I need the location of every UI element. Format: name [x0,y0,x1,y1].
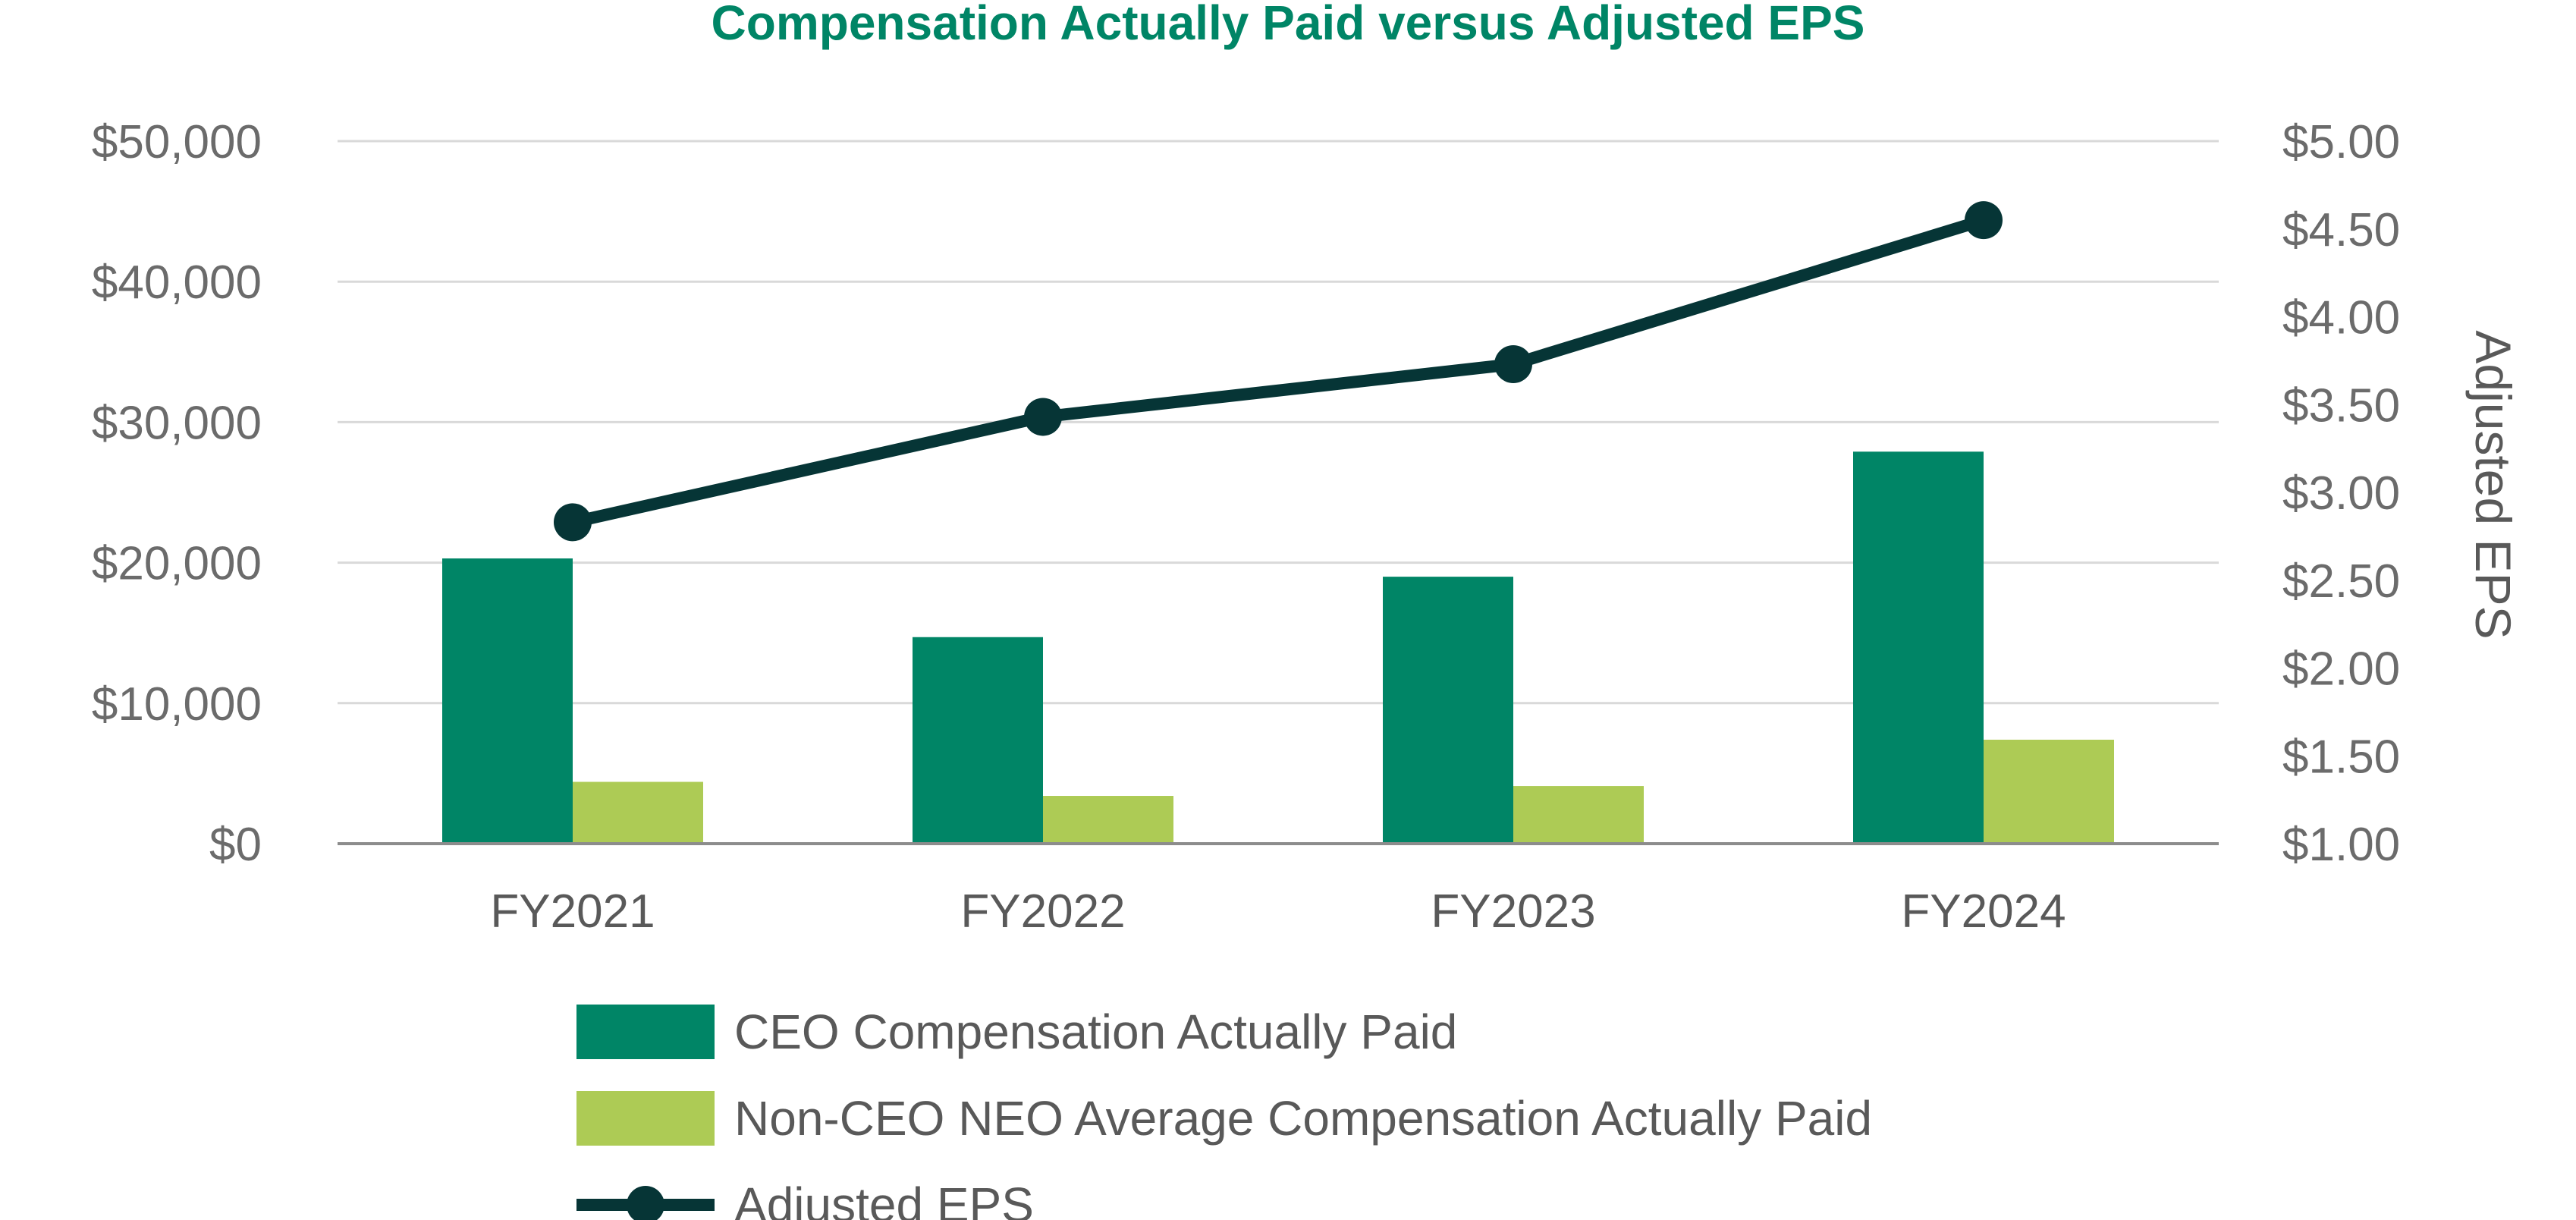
chart-title: Compensation Actually Paid versus Adjust… [712,0,1865,50]
legend-label: CEO Compensation Actually Paid [734,1005,1457,1059]
left-tick-label: $30,000 [92,397,262,449]
right-tick-label: $1.50 [2282,731,2400,783]
legend-swatch [576,1091,715,1146]
right-tick-label: $4.50 [2282,204,2400,256]
right-tick-label: $4.00 [2282,292,2400,344]
ceo-bar [913,637,1043,844]
eps-point [1965,201,2003,240]
ceo-bar [1383,577,1513,844]
legend-label: Adjusted EPS [734,1178,1034,1220]
left-tick-label: $50,000 [92,116,262,168]
eps-line [571,214,1986,529]
left-tick-label: $20,000 [92,538,262,590]
category-label: FY2022 [960,885,1125,938]
ceo-bar [442,558,573,844]
neo-bar [1043,796,1173,844]
category-label: FY2024 [1901,885,2066,938]
ceo-bar [1853,451,1984,844]
left-axis-ticks: $0 $10,000 $20,000 $30,000 $40,000 $50,000 [92,116,262,871]
left-tick-label: $10,000 [92,678,262,731]
right-tick-label: $2.50 [2282,555,2400,608]
legend-label: Non-CEO NEO Average Compensation Actuall… [734,1091,1872,1146]
neo-bar [1984,739,2114,844]
right-tick-label: $5.00 [2282,116,2400,168]
eps-series [554,201,2003,542]
left-tick-label: $0 [209,819,262,871]
bars [442,451,2114,844]
right-axis-title: Adjusted EPS [2465,330,2521,639]
category-label: FY2021 [490,885,655,938]
right-tick-label: $1.00 [2282,819,2400,871]
category-labels: FY2021 FY2022 FY2023 FY2024 [490,885,2066,938]
left-tick-label: $40,000 [92,256,262,309]
right-tick-label: $3.00 [2282,467,2400,520]
neo-bar [573,781,703,844]
legend: CEO Compensation Actually Paid Non-CEO NE… [576,1005,1872,1220]
legend-swatch [576,1005,715,1059]
right-axis-ticks: $1.00 $1.50 $2.00 $2.50 $3.00 $3.50 $4.00 $4.50… [2282,116,2400,871]
eps-point [1494,345,1532,384]
legend-marker [627,1186,664,1220]
neo-bar [1513,786,1644,844]
right-tick-label: $2.00 [2282,643,2400,696]
eps-point [1024,398,1062,436]
right-tick-label: $3.50 [2282,379,2400,432]
eps-point [554,503,592,542]
category-label: FY2023 [1431,885,1595,938]
